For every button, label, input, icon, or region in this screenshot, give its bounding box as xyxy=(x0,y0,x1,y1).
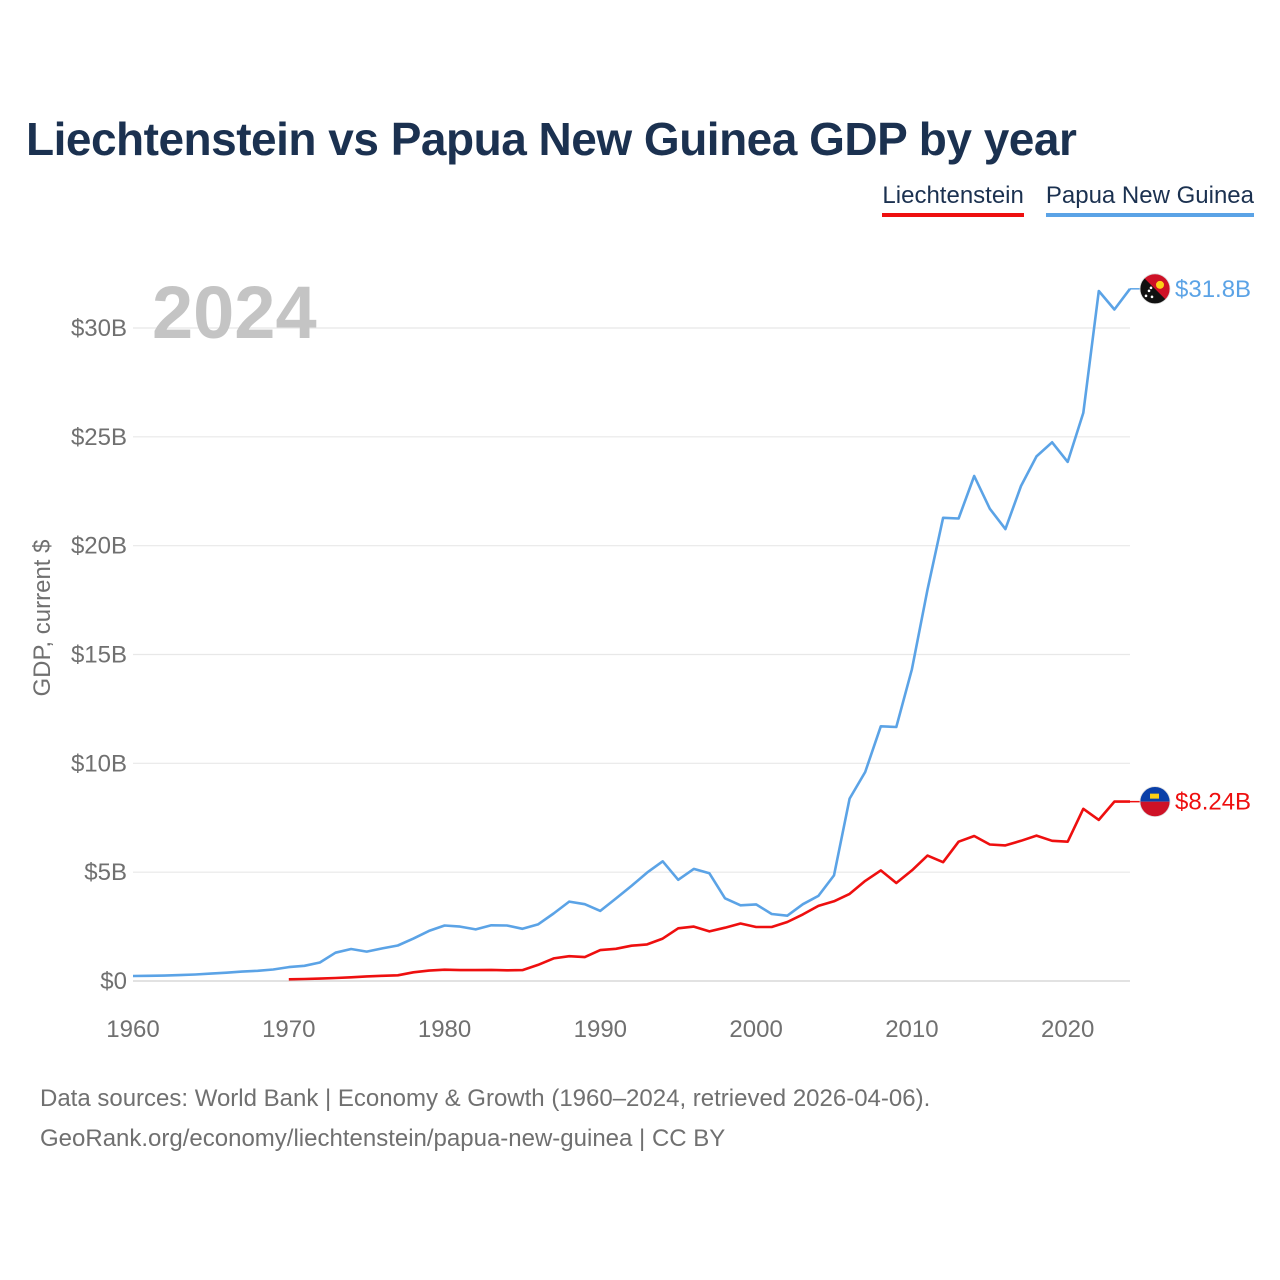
legend-item-liechtenstein[interactable]: Liechtenstein xyxy=(882,182,1024,217)
legend-item-papua-new-guinea[interactable]: Papua New Guinea xyxy=(1045,182,1254,217)
source-link[interactable]: GeoRank.org/economy/liechtenstein/papua-… xyxy=(40,1125,726,1152)
end-value-label-liechtenstein: $8.24B xyxy=(1175,789,1251,816)
y-tick-label: $10B xyxy=(71,750,127,777)
x-tick-label: 2010 xyxy=(885,1016,938,1043)
legend: Liechtenstein Papua New Guinea xyxy=(882,182,1254,217)
x-tick-label: 1990 xyxy=(574,1016,627,1043)
x-axis-ticks: 1960 1970 1980 1990 2000 2010 2020 xyxy=(106,1016,1094,1043)
y-tick-label: $25B xyxy=(71,424,127,451)
y-tick-label: $5B xyxy=(84,859,127,886)
y-axis-ticks: $0 $5B $10B $15B $20B $25B $30B xyxy=(71,315,127,995)
y-tick-label: $20B xyxy=(71,533,127,560)
flag-icon-liechtenstein xyxy=(1139,786,1171,818)
y-tick-label: $30B xyxy=(71,315,127,342)
y-tick-label: $0 xyxy=(100,968,127,995)
data-source-text: Data sources: World Bank | Economy & Gro… xyxy=(40,1085,931,1112)
end-value-label-papua-new-guinea: $31.8B xyxy=(1175,276,1251,303)
x-tick-label: 2000 xyxy=(729,1016,782,1043)
flag-icon-papua-new-guinea xyxy=(1139,273,1171,305)
x-tick-label: 2020 xyxy=(1041,1016,1094,1043)
y-tick-label: $15B xyxy=(71,642,127,669)
x-tick-label: 1960 xyxy=(106,1016,159,1043)
chart-title: Liechtenstein vs Papua New Guinea GDP by… xyxy=(26,113,1077,165)
y-axis-label: GDP, current $ xyxy=(29,540,56,697)
x-tick-label: 1970 xyxy=(262,1016,315,1043)
x-tick-label: 1980 xyxy=(418,1016,471,1043)
series-line-liechtenstein[interactable] xyxy=(288,800,1130,981)
gridlines xyxy=(133,327,1130,982)
series-line-papua-new-guinea[interactable] xyxy=(132,288,1132,978)
year-label: 2024 xyxy=(152,271,317,354)
